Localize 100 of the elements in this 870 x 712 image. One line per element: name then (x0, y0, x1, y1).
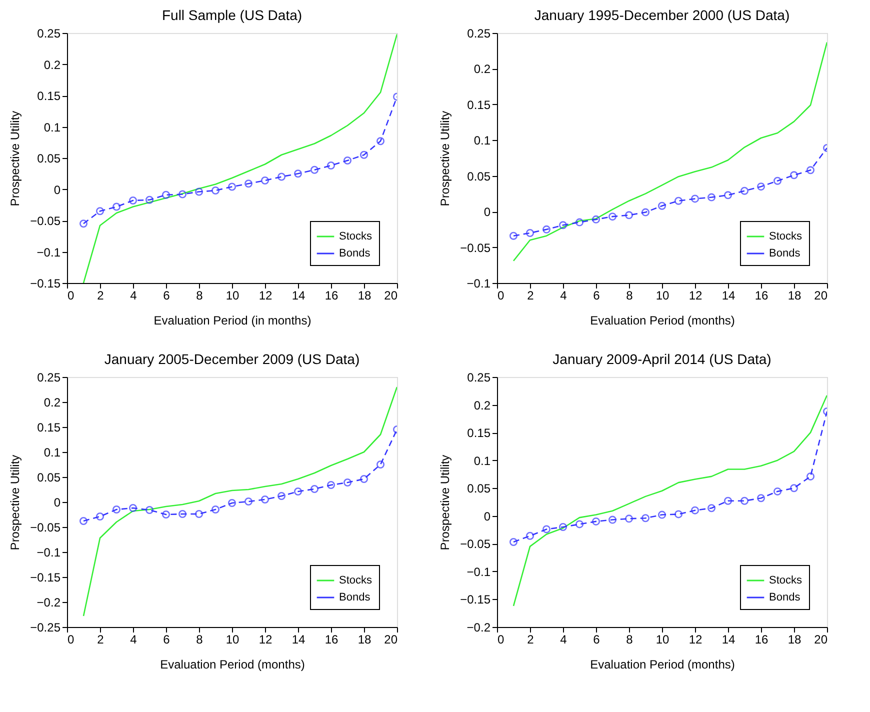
point (260, 496, 270, 504)
x-tick-label: 2 (97, 288, 104, 302)
point (526, 532, 534, 540)
y-tick-label: 0.25 (37, 370, 61, 384)
x-tick-label: 20 (384, 632, 398, 646)
x-tick-label: 6 (593, 288, 600, 302)
x-tick-label: 18 (358, 288, 372, 302)
y-tick-label: 0 (484, 509, 491, 524)
point (326, 481, 336, 489)
y-tick-label: −0.05 (30, 520, 61, 534)
y-tick-label: 0.05 (467, 482, 491, 496)
point (260, 176, 270, 184)
point (558, 523, 568, 531)
point (707, 193, 716, 202)
point (112, 506, 121, 514)
point (756, 182, 766, 191)
chart-title: Full Sample (US Data) (162, 7, 302, 23)
point (592, 215, 600, 224)
legend-label: Bonds (769, 248, 801, 260)
x-axis-title: Evaluation Period (months) (160, 658, 305, 672)
x-tick-label: 18 (788, 288, 802, 302)
point (641, 208, 650, 216)
point (806, 472, 815, 480)
y-tick-label: −0.15 (30, 276, 61, 290)
y-tick-label: −0.2 (36, 596, 61, 610)
point (608, 212, 617, 221)
legend-label: Stocks (339, 574, 373, 586)
x-tick-label: 4 (130, 288, 138, 302)
y-tick-label: 0.15 (37, 420, 61, 434)
point (194, 188, 204, 196)
x-tick-label: 0 (498, 288, 504, 302)
y-tick-label: 0 (54, 496, 61, 510)
x-tick-label: 4 (560, 632, 568, 646)
y-tick-label: −0.25 (30, 620, 61, 634)
x-tick-label: 12 (258, 632, 272, 646)
x-tick-label: 0 (68, 632, 74, 646)
x-tick-label: 20 (384, 288, 398, 302)
x-tick-label: 16 (324, 632, 338, 646)
point (244, 180, 253, 188)
legend-label: Bonds (339, 592, 371, 604)
point (79, 517, 88, 525)
point (542, 225, 551, 234)
y-tick-label: 0.25 (467, 370, 491, 384)
chart-title: January 2005-December 2009 (US Data) (104, 351, 360, 367)
x-tick-label: 4 (560, 288, 568, 302)
point (128, 196, 138, 204)
point (343, 478, 352, 486)
y-tick-label: −0.05 (460, 240, 491, 255)
point (740, 186, 749, 195)
point (641, 514, 650, 522)
x-tick-label: 8 (196, 632, 204, 646)
x-tick-label: 10 (656, 632, 670, 646)
point (360, 475, 368, 483)
point (558, 221, 568, 230)
point (343, 156, 352, 164)
y-tick-label: −0.2 (466, 620, 491, 634)
y-tick-label: −0.1 (466, 564, 491, 579)
x-tick-label: 2 (97, 632, 104, 646)
y-tick-label: −0.15 (460, 592, 491, 607)
x-tick-label: 8 (196, 288, 204, 302)
y-axis-title: Prospective Utility (438, 454, 452, 550)
y-tick-label: 0.25 (37, 26, 61, 40)
x-tick-label: 14 (722, 632, 736, 646)
y-tick-label: 0.15 (37, 89, 61, 103)
legend-label: Stocks (339, 230, 373, 242)
point (228, 182, 236, 191)
point (96, 207, 104, 216)
point (178, 190, 187, 198)
point (575, 218, 584, 226)
x-tick-label: 6 (163, 632, 170, 646)
y-tick-label: 0.05 (37, 470, 61, 484)
legend-label: Bonds (339, 248, 371, 260)
point (294, 170, 302, 178)
y-tick-label: −0.05 (30, 214, 61, 228)
point (773, 176, 782, 185)
line-series (512, 394, 827, 607)
point (658, 510, 666, 519)
x-tick-label: 16 (754, 288, 768, 302)
point (542, 525, 551, 534)
point (690, 194, 700, 203)
line-series (82, 34, 397, 283)
x-tick-label: 10 (226, 288, 240, 302)
point (128, 504, 138, 512)
x-tick-label: 0 (68, 288, 74, 302)
x-tick-label: 20 (814, 288, 828, 302)
point (674, 510, 683, 518)
y-tick-label: −0.15 (30, 570, 61, 584)
x-tick-label: 12 (688, 632, 702, 646)
y-tick-label: −0.1 (36, 245, 61, 260)
point (575, 520, 584, 528)
y-tick-label: 0.15 (467, 98, 491, 112)
line-series (512, 42, 827, 262)
x-tick-label: 14 (722, 288, 736, 302)
point (690, 506, 700, 514)
point (724, 191, 732, 200)
y-tick-label: 0.2 (474, 398, 491, 412)
legend-label: Stocks (769, 230, 803, 242)
x-tick-label: 2 (527, 632, 534, 646)
y-axis-title: Prospective Utility (8, 454, 22, 550)
line-series (82, 386, 397, 617)
